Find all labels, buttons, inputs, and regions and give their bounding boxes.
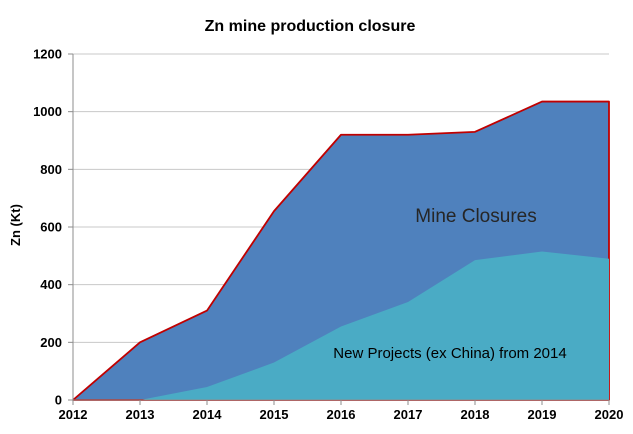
series-label-new-projects: New Projects (ex China) from 2014 <box>333 345 567 362</box>
chart-title: Zn mine production closure <box>204 18 416 35</box>
y-tick-label: 600 <box>40 220 62 235</box>
x-tick-label: 2012 <box>59 407 88 422</box>
series-label-mine-closures: Mine Closures <box>415 206 537 227</box>
area-new-projects <box>73 251 609 400</box>
y-tick-label: 1000 <box>33 104 62 119</box>
x-tick-label: 2014 <box>193 407 223 422</box>
y-tick-label: 0 <box>55 393 62 408</box>
x-tick-label: 2013 <box>126 407 155 422</box>
x-tick-label: 2018 <box>461 407 490 422</box>
y-tick-label: 400 <box>40 277 62 292</box>
y-tick-label: 200 <box>40 335 62 350</box>
x-tick-label: 2019 <box>528 407 557 422</box>
x-tick-label: 2020 <box>595 407 624 422</box>
y-tick-label: 800 <box>40 162 62 177</box>
x-tick-label: 2015 <box>260 407 289 422</box>
x-tick-label: 2016 <box>327 407 356 422</box>
y-tick-label: 1200 <box>33 47 62 62</box>
x-tick-label: 2017 <box>394 407 423 422</box>
